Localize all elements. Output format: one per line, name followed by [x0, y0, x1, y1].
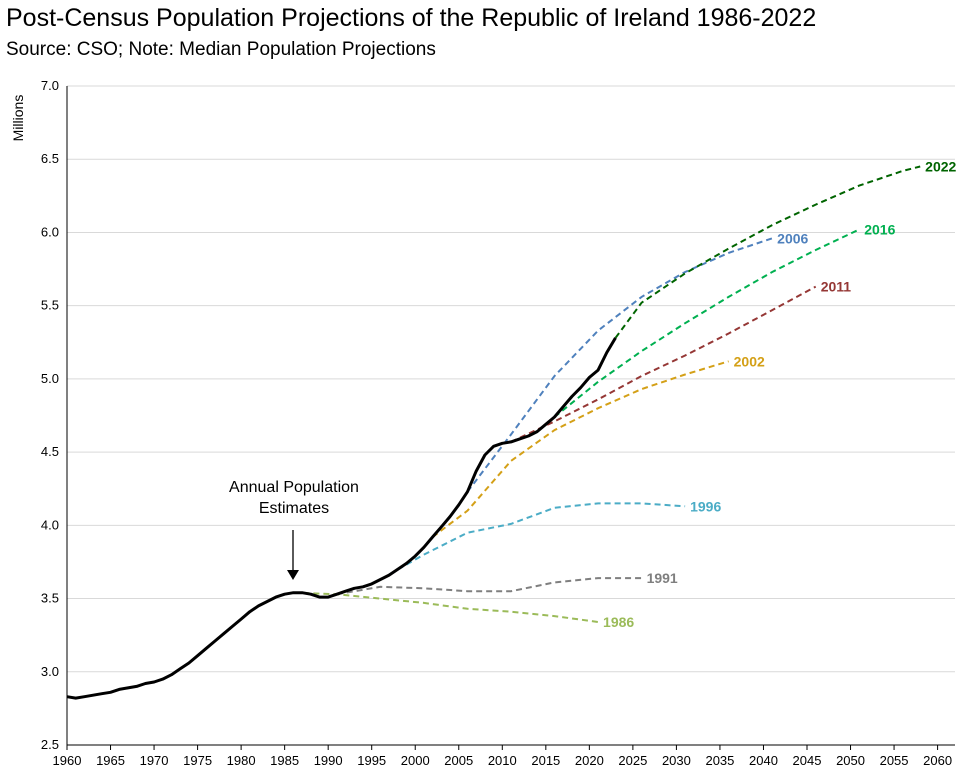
x-tick-2055: 2055 — [880, 753, 909, 768]
projection-line-2002 — [431, 360, 729, 538]
x-tick-labels: 1960 1965 1970 1975 1980 1985 1990 1995 2000 2005… — [53, 753, 953, 768]
x-tick-1975: 1975 — [183, 753, 212, 768]
annotation-arrowhead — [287, 570, 299, 580]
projection-line-1996 — [379, 502, 686, 581]
y-tick-4-5: 4.5 — [41, 444, 59, 459]
projection-line-2006 — [466, 237, 773, 493]
x-tick-2035: 2035 — [705, 753, 734, 768]
y-axis-label: Millions — [10, 95, 26, 142]
y-tick-5-5: 5.5 — [41, 298, 59, 313]
actual-population-line — [66, 337, 617, 700]
annotation-line-1: Annual Population — [229, 479, 359, 496]
axes — [66, 86, 955, 750]
series-label-2022: 2022 — [925, 159, 956, 175]
x-tick-2045: 2045 — [793, 753, 822, 768]
y-tick-7-0: 7.0 — [41, 78, 59, 93]
x-tick-2030: 2030 — [662, 753, 691, 768]
projection-line-1986 — [293, 591, 599, 623]
chart-subtitle: Source: CSO; Note: Median Population Pro… — [6, 39, 436, 60]
series-label-2011: 2011 — [821, 279, 852, 295]
series-label-1996: 1996 — [690, 498, 721, 514]
x-tick-1995: 1995 — [357, 753, 386, 768]
annotation: Annual Population Estimates — [229, 479, 359, 580]
series-label-1986: 1986 — [603, 614, 634, 630]
y-tick-2-5: 2.5 — [41, 737, 59, 752]
actual-series — [66, 337, 617, 700]
x-tick-1985: 1985 — [270, 753, 299, 768]
y-tick-6-5: 6.5 — [41, 151, 59, 166]
y-tick-5-0: 5.0 — [41, 371, 59, 386]
x-tick-2050: 2050 — [836, 753, 865, 768]
x-tick-2015: 2015 — [531, 753, 560, 768]
x-tick-2000: 2000 — [401, 753, 430, 768]
series-label-2016: 2016 — [864, 222, 895, 238]
x-tick-2010: 2010 — [488, 753, 517, 768]
y-tick-labels: 2.5 3.0 3.5 4.0 4.5 5.0 5.5 6.0 6.5 7.0 — [41, 78, 59, 752]
y-tick-3-0: 3.0 — [41, 664, 59, 679]
projection-line-2011 — [510, 285, 817, 443]
projection-line-2016 — [553, 228, 860, 418]
x-tick-1960: 1960 — [53, 753, 82, 768]
projection-line-1991 — [336, 577, 642, 596]
series-label-1991: 1991 — [647, 570, 678, 586]
y-tick-4-0: 4.0 — [41, 517, 59, 532]
chart-title: Post-Census Population Projections of th… — [6, 4, 817, 32]
projection-line-2022 — [614, 165, 921, 339]
x-tick-2020: 2020 — [575, 753, 604, 768]
series-label-2002: 2002 — [734, 353, 765, 369]
gridlines — [67, 85, 955, 673]
x-tick-2060: 2060 — [923, 753, 952, 768]
x-tick-1990: 1990 — [314, 753, 343, 768]
x-tick-2005: 2005 — [444, 753, 473, 768]
x-tick-1965: 1965 — [96, 753, 125, 768]
x-tick-2040: 2040 — [749, 753, 778, 768]
y-tick-3-5: 3.5 — [41, 591, 59, 606]
series-label-2006: 2006 — [777, 230, 808, 246]
x-tick-1970: 1970 — [140, 753, 169, 768]
x-tick-2025: 2025 — [618, 753, 647, 768]
projection-series — [293, 165, 921, 623]
y-tick-6-0: 6.0 — [41, 224, 59, 239]
annotation-line-2: Estimates — [259, 500, 329, 517]
x-tick-1980: 1980 — [227, 753, 256, 768]
series-labels: 1986 1991 1996 2002 2006 2011 2016 2022 — [603, 159, 956, 630]
